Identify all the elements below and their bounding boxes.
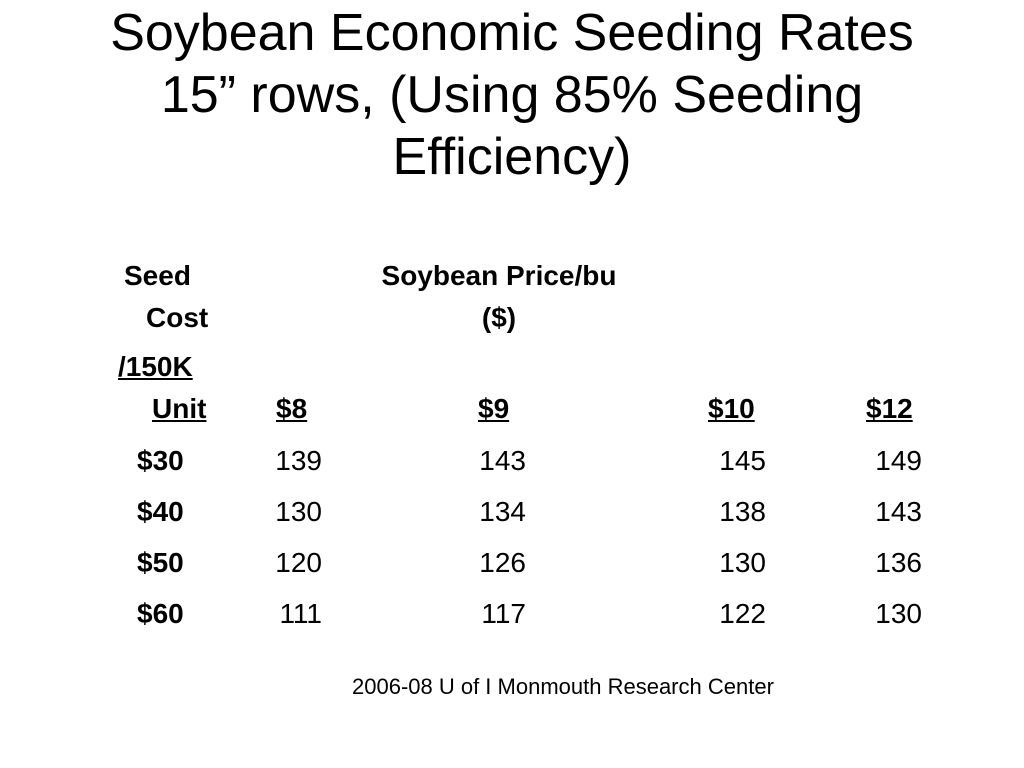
title-line-1: Soybean Economic Seeding Rates	[110, 4, 914, 62]
row-seed-cost: $30	[137, 445, 184, 476]
table-row: $30 139 143 145 149	[0, 440, 1024, 491]
unit-header-line-1: /150K	[118, 351, 193, 382]
row-seed-cost: $40	[137, 496, 184, 527]
unit-header: /150K Unit	[118, 346, 228, 430]
table-cell: 126	[479, 547, 526, 578]
title-line-2: 15” rows, (Using 85% Seeding	[160, 66, 864, 124]
table-row: $40 130 134 138 143	[0, 491, 1024, 542]
column-header-price-12: $12	[866, 393, 913, 424]
soybean-price-header-line-1: Soybean Price/bu	[381, 260, 617, 291]
source-note: 2006-08 U of I Monmouth Research Center	[352, 674, 774, 699]
column-header-price-8: $8	[276, 393, 308, 424]
seed-cost-header-line-1: Seed	[124, 260, 191, 291]
table-row: $60 111 117 122 130	[0, 593, 1024, 644]
column-header-price-10: $10	[708, 393, 755, 424]
unit-header-line-2: Unit	[152, 393, 207, 424]
row-seed-cost: $50	[137, 547, 184, 578]
table-cell: 139	[275, 445, 322, 476]
table-cell: 136	[875, 547, 922, 578]
slide-title: Soybean Economic Seeding Rates 15” rows,…	[0, 2, 1024, 188]
table-cell: 111	[279, 598, 322, 629]
table-cell: 122	[719, 598, 766, 629]
table-cell: 117	[481, 598, 526, 629]
table-cell: 120	[275, 547, 322, 578]
table-cell: 130	[275, 496, 322, 527]
soybean-price-header: Soybean Price/bu ($)	[354, 255, 644, 339]
table-cell: 138	[719, 496, 766, 527]
column-header-price-9: $9	[478, 393, 510, 424]
soybean-price-header-line-2: ($)	[481, 302, 517, 333]
title-line-3: Efficiency)	[392, 128, 632, 186]
seed-cost-header: Seed Cost	[124, 255, 234, 339]
table-cell: 134	[479, 496, 526, 527]
seed-cost-header-line-2: Cost	[146, 302, 209, 333]
table-cell: 130	[875, 598, 922, 629]
table-row: $50 120 126 130 136	[0, 542, 1024, 593]
table-cell: 149	[875, 445, 922, 476]
table-cell: 145	[719, 445, 766, 476]
table-cell: 130	[719, 547, 766, 578]
table-cell: 143	[875, 496, 922, 527]
table-cell: 143	[479, 445, 526, 476]
row-seed-cost: $60	[137, 598, 184, 629]
